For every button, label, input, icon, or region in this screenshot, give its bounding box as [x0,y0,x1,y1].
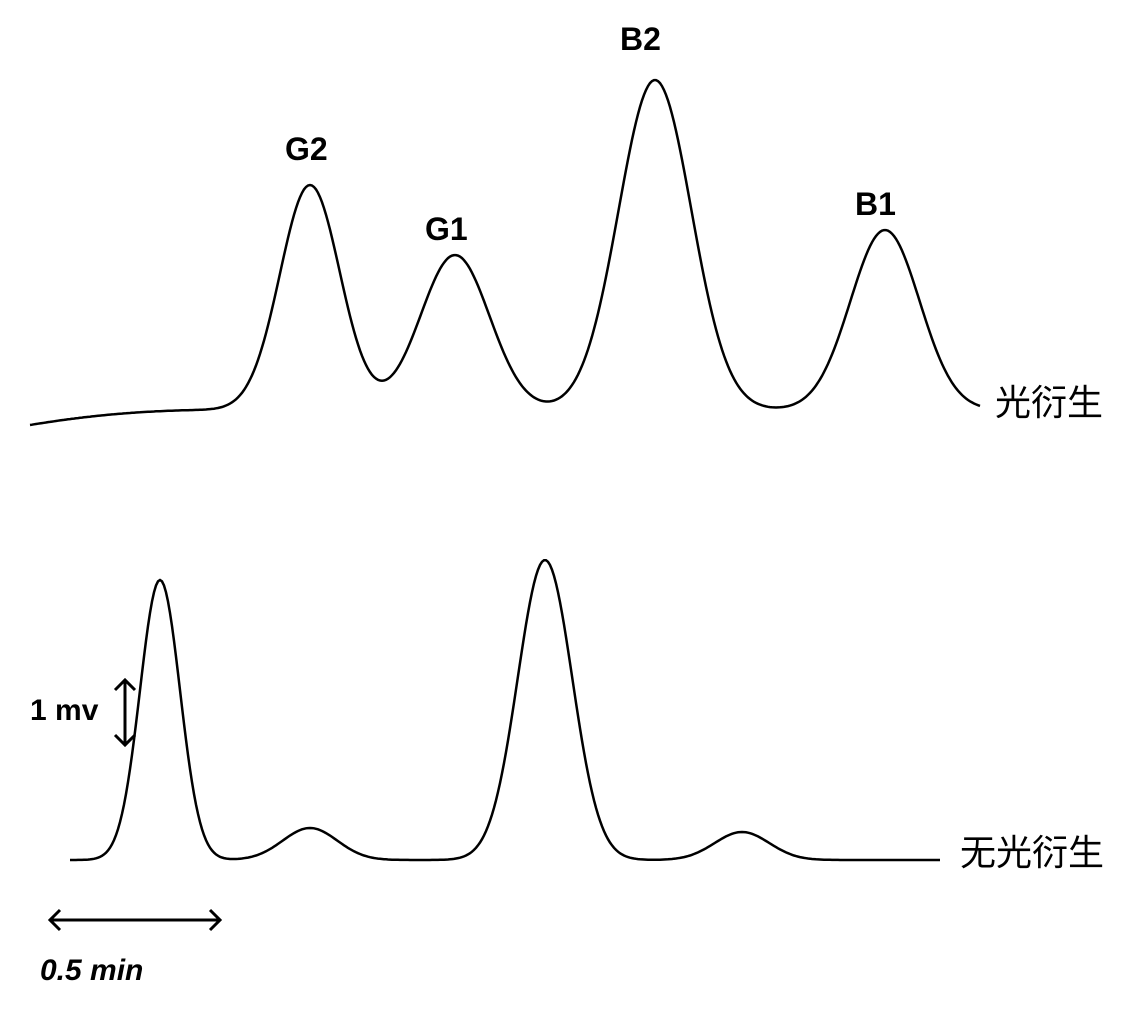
y-scale-label: 1 mv [30,694,99,727]
trace-bottom [70,560,940,860]
chart-svg: G2 G1 B2 B1 光衍生无光衍生 1 mv 0.5 min [20,20,1106,1004]
x-scale-label: 0.5 min [40,954,143,987]
peak-label-B1: B1 [855,186,896,222]
trace-label-top: 光衍生 [995,383,1103,423]
trace-top [30,80,980,425]
peak-label-G1: G1 [425,211,468,247]
peak-label-G2: G2 [285,131,328,167]
peak-label-B2: B2 [620,21,661,57]
chromatogram-chart: G2 G1 B2 B1 光衍生无光衍生 1 mv 0.5 min [20,20,1106,1004]
trace-label-bottom: 无光衍生 [960,833,1104,873]
